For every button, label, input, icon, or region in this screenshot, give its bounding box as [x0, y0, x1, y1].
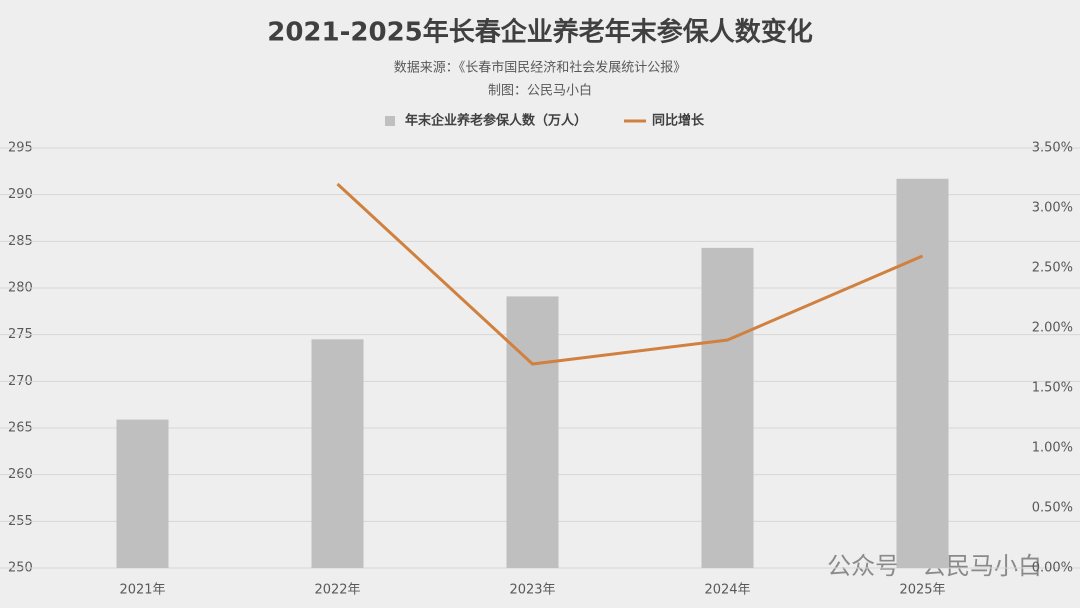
chart-subtitle: 数据来源：《长春市国民经济和社会发展统计公报》 — [394, 60, 687, 76]
legend-label: 同比增长 — [652, 113, 705, 129]
x-tick-label: 2025年 — [899, 583, 945, 598]
y2-tick-label: 3.00% — [1032, 201, 1073, 216]
bar — [701, 247, 754, 568]
bar — [116, 419, 169, 568]
y2-tick-label: 3.50% — [1032, 141, 1073, 156]
x-tick-label: 2021年 — [119, 583, 165, 598]
x-tick-label: 2023年 — [509, 583, 555, 598]
y2-tick-label: 2.50% — [1032, 261, 1073, 276]
chart-title: 2021-2025年长春企业养老年末参保人数变化 — [267, 17, 813, 48]
legend-label: 年末企业养老参保人数（万人） — [405, 113, 587, 129]
x-tick-label: 2022年 — [314, 583, 360, 598]
line — [336, 182, 924, 366]
y2-tick-label: 2.00% — [1032, 321, 1073, 336]
y2-tick-label: 0.00% — [1032, 561, 1073, 576]
y2-tick-label: 0.50% — [1032, 501, 1073, 516]
bar — [311, 339, 364, 568]
y2-tick-label: 1.00% — [1032, 441, 1073, 456]
bar — [506, 296, 559, 568]
x-tick-label: 2024年 — [704, 583, 750, 598]
bar — [896, 178, 949, 569]
y2-tick-label: 1.50% — [1032, 381, 1073, 396]
legend-swatch — [385, 116, 395, 126]
chart-credit: 制图：公民马小白 — [488, 83, 592, 99]
